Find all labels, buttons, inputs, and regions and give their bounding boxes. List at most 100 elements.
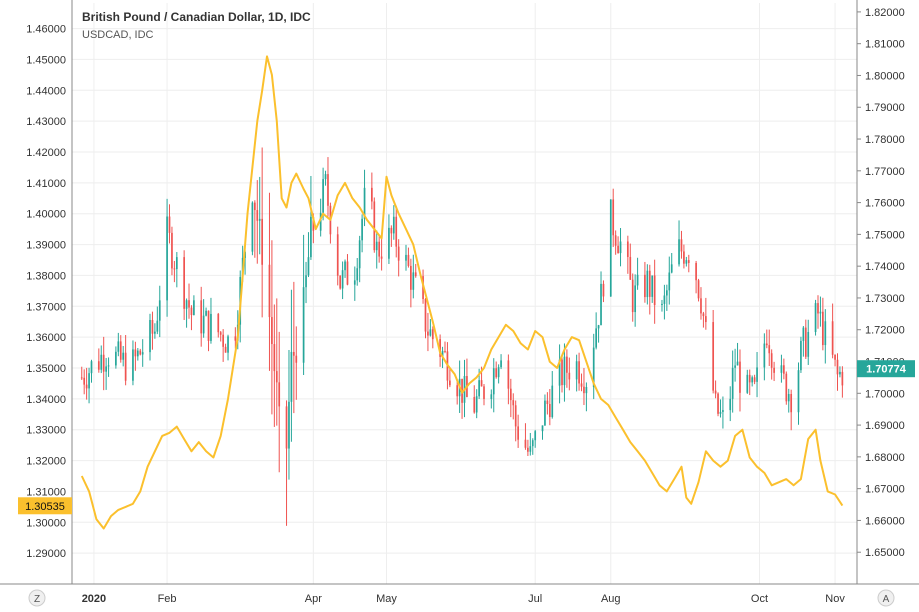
candle-body <box>790 394 793 413</box>
time-tick-label: May <box>376 593 397 605</box>
candle-body <box>551 385 554 418</box>
time-tick-label: Apr <box>305 593 322 605</box>
candle-body <box>714 390 717 394</box>
time-tick-label: Nov <box>825 593 845 605</box>
candle-body <box>512 400 515 406</box>
candle-body <box>568 372 571 380</box>
left-tick-label: 1.29000 <box>26 548 66 560</box>
candle-body <box>751 377 754 383</box>
right-tick-label: 1.78000 <box>865 134 905 146</box>
candle-body <box>558 359 561 386</box>
left-tick-label: 1.41000 <box>26 178 66 190</box>
candle-body <box>390 227 393 234</box>
candle-body <box>275 371 278 383</box>
candle-body <box>746 374 749 393</box>
candle-body <box>797 370 800 413</box>
candle-body <box>548 404 551 418</box>
left-tick-label: 1.44000 <box>26 85 66 97</box>
candle-body <box>544 400 546 426</box>
gbpcad-last-value-badge: 1.70774 <box>857 360 915 378</box>
candle-body <box>575 361 578 380</box>
candle-body <box>473 396 476 413</box>
left-price-axis[interactable]: 1.29000 1.30000 1.31000 1.32000 1.33000 1.340… <box>26 0 73 584</box>
candle-body <box>302 287 305 363</box>
candle-body <box>224 346 227 353</box>
candle-body <box>414 272 417 277</box>
candle-body <box>268 264 271 318</box>
z-button-label: Z <box>34 594 40 605</box>
candle-body <box>665 290 668 296</box>
candle-body <box>132 349 134 381</box>
candle-body <box>271 317 273 345</box>
candle-body <box>253 202 256 211</box>
candle-body <box>210 313 212 341</box>
grid <box>72 3 857 584</box>
candle-body <box>702 313 705 317</box>
candle-body <box>261 218 264 265</box>
candle-body <box>756 367 758 382</box>
candle-body <box>668 272 671 291</box>
candle-body <box>222 334 225 347</box>
candle-body <box>115 351 117 366</box>
candle-body <box>600 283 602 326</box>
candle-body <box>158 300 161 321</box>
candle-body <box>802 327 805 341</box>
candle-body <box>273 344 276 372</box>
right-tick-label: 1.77000 <box>865 166 905 178</box>
candle-body <box>514 405 517 427</box>
candle-body <box>629 256 632 280</box>
candle-body <box>166 216 168 301</box>
right-tick-label: 1.69000 <box>865 420 905 432</box>
candle-body <box>388 227 390 259</box>
candle-body <box>80 377 83 379</box>
candle-body <box>310 216 312 258</box>
candle-body <box>497 367 500 378</box>
candle-body <box>288 401 290 449</box>
candle-body <box>305 275 307 288</box>
time-axis[interactable]: 2020 Feb Apr May Jul Aug Oct Nov <box>0 583 919 605</box>
chart-secondary-legend: USDCAD, IDC <box>82 29 154 41</box>
candle-body <box>141 352 144 355</box>
candle-body <box>685 260 688 264</box>
candle-body <box>358 240 361 269</box>
candle-body <box>119 341 122 360</box>
candle-body <box>175 257 178 270</box>
candle-body <box>634 285 637 313</box>
candle-body <box>566 356 568 373</box>
left-tick-label: 1.35000 <box>26 363 66 375</box>
candle-body <box>507 360 510 389</box>
candle-body <box>171 232 173 269</box>
candle-body <box>670 264 673 273</box>
right-price-axis[interactable]: 1.65000 1.66000 1.67000 1.68000 1.69000 1.700… <box>856 0 905 584</box>
candle-body <box>612 199 615 236</box>
candle-body <box>704 316 707 323</box>
candle-body <box>839 371 841 375</box>
candle-body <box>648 270 651 297</box>
candle-body <box>219 332 222 335</box>
candle-body <box>292 351 295 356</box>
candle-body <box>626 241 629 257</box>
candle-body <box>483 386 485 400</box>
a-button[interactable]: A <box>877 589 895 607</box>
left-tick-label: 1.31000 <box>26 486 66 498</box>
candle-body <box>353 280 356 285</box>
candle-body <box>154 331 156 334</box>
usdcad-last-value: 1.30535 <box>25 501 65 513</box>
candle-body <box>427 331 429 336</box>
candle-body <box>785 373 788 402</box>
candle-body <box>592 347 595 388</box>
candle-body <box>190 307 193 316</box>
right-tick-label: 1.68000 <box>865 452 905 464</box>
right-tick-label: 1.80000 <box>865 70 905 82</box>
candle-body <box>619 241 622 254</box>
z-button[interactable]: Z <box>28 589 46 607</box>
candle-body <box>405 254 407 261</box>
candle-body <box>736 361 739 366</box>
candle-body <box>290 351 293 402</box>
candle-body <box>644 274 646 298</box>
right-tick-label: 1.67000 <box>865 484 905 496</box>
left-tick-label: 1.37000 <box>26 301 66 313</box>
right-tick-label: 1.72000 <box>865 325 905 337</box>
left-tick-label: 1.43000 <box>26 116 66 128</box>
